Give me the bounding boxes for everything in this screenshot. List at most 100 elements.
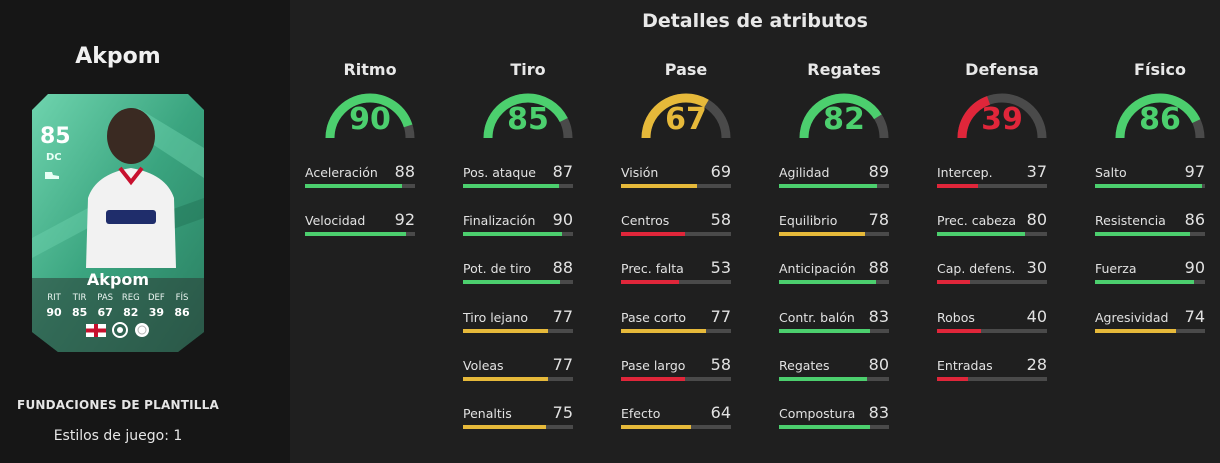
attribute-name: Velocidad [305,213,366,228]
card-badges [86,322,150,338]
card-stat-label: RIT [47,293,61,303]
gauge-fill [799,93,889,139]
attribute-row: Pos. ataque 87 [463,162,573,188]
attribute-value: 28 [1026,355,1047,374]
attribute-bar [305,184,415,188]
category-gauge: 39 [945,88,1059,144]
attribute-row: Contr. balón 83 [779,307,889,333]
category-gauge: 67 [629,88,743,144]
attribute-bar [621,377,731,381]
attribute-bar-fill [779,377,867,381]
attribute-bar-fill [463,184,559,188]
card-stat-value: 82 [123,306,139,319]
category-defensa: Defensa 39 [945,60,1059,144]
attribute-row: Compostura 83 [779,403,889,429]
attribute-row: Fuerza 90 [1095,258,1205,284]
attribute-bar [779,425,889,429]
attribute-name: Intercep. [937,165,993,180]
attribute-row: Velocidad 92 [305,210,415,236]
category-rating: 85 [507,102,549,137]
attribute-bar [621,425,731,429]
attribute-bar [1095,232,1205,236]
attribute-name: Equilibrio [779,213,838,228]
attribute-bar [621,329,731,333]
attribute-bar [463,425,573,429]
attribute-row: Aceleración 88 [305,162,415,188]
player-image [86,108,176,268]
attribute-value: 87 [552,162,573,181]
attribute-row: Centros 58 [621,210,731,236]
category-name: Pase [664,60,708,79]
attribute-bar [305,232,415,236]
attribute-value: 37 [1026,162,1047,181]
attribute-row: Efecto 64 [621,403,731,429]
attribute-bar [621,184,731,188]
gauge-fill [641,93,731,139]
boot-icon [45,172,59,179]
attribute-row: Resistencia 86 [1095,210,1205,236]
card-stat-value: 67 [97,306,113,319]
attribute-value: 40 [1026,307,1047,326]
gauge-arc [957,93,1047,139]
attribute-bar-fill [779,425,871,429]
attribute-row: Finalización 90 [463,210,573,236]
attribute-name: Visión [621,165,659,180]
attribute-bar [621,232,731,236]
attribute-name: Resistencia [1095,213,1166,228]
attribute-value: 88 [868,258,889,277]
attribute-value: 97 [1184,162,1205,181]
category-rating: 67 [665,102,707,137]
attribute-value: 58 [710,210,731,229]
attribute-row: Pot. de tiro 88 [463,258,573,284]
category-gauge: 82 [787,88,901,144]
attribute-value: 83 [868,403,889,422]
gauge-fill [1115,93,1205,139]
category-rating: 90 [349,102,391,137]
category-tiro: Tiro 85 [471,60,585,144]
attribute-bar-fill [621,184,697,188]
attribute-row: Pase largo 58 [621,355,731,381]
attribute-bar-fill [779,184,877,188]
attribute-bar [937,232,1047,236]
attribute-bar [937,329,1047,333]
attribute-row: Pase corto 77 [621,307,731,333]
attribute-name: Pase corto [621,310,687,325]
attribute-name: Entradas [937,358,993,373]
attribute-value: 80 [1026,210,1047,229]
attribute-value: 89 [868,162,889,181]
card-stat-value: 86 [174,306,190,319]
attribute-bar [1095,184,1205,188]
category-gauge: 85 [471,88,585,144]
attribute-bar-fill [1095,280,1194,284]
attribute-name: Anticipación [779,261,856,276]
attribute-bar [779,280,889,284]
attribute-details-title: Detalles de atributos [642,10,868,32]
attribute-bar-fill [621,232,685,236]
attribute-bar-fill [621,425,692,429]
attribute-bar-fill [1095,184,1202,188]
attribute-bar [1095,329,1205,333]
category-ritmo: Ritmo 90 [313,60,427,144]
card-edition-label: FUNDACIONES DE PLANTILLA [17,398,219,412]
attribute-row: Entradas 28 [937,355,1047,381]
attribute-bar-fill [779,232,865,236]
category-físico: Físico 86 [1103,60,1217,144]
card-stat-label: DEF [147,293,165,303]
card-rating: 85 [40,124,71,149]
attribute-row: Salto 97 [1095,162,1205,188]
attribute-bar [937,377,1047,381]
attribute-bar-fill [937,280,970,284]
player-card[interactable]: 85 DC Akpom RIT TIR PAS REG DEF FÍS 90 8… [28,88,208,358]
attribute-bar [463,377,573,381]
attribute-name: Pot. de tiro [463,261,532,276]
attribute-value: 58 [710,355,731,374]
card-position: DC [46,152,62,163]
card-stat-label: PAS [97,293,114,303]
attribute-row: Regates 80 [779,355,889,381]
attribute-name: Tiro lejano [463,310,529,325]
attribute-name: Finalización [463,213,536,228]
attribute-bar [779,232,889,236]
category-name: Ritmo [343,60,397,79]
attribute-name: Fuerza [1095,261,1137,276]
attribute-row: Penaltis 75 [463,403,573,429]
